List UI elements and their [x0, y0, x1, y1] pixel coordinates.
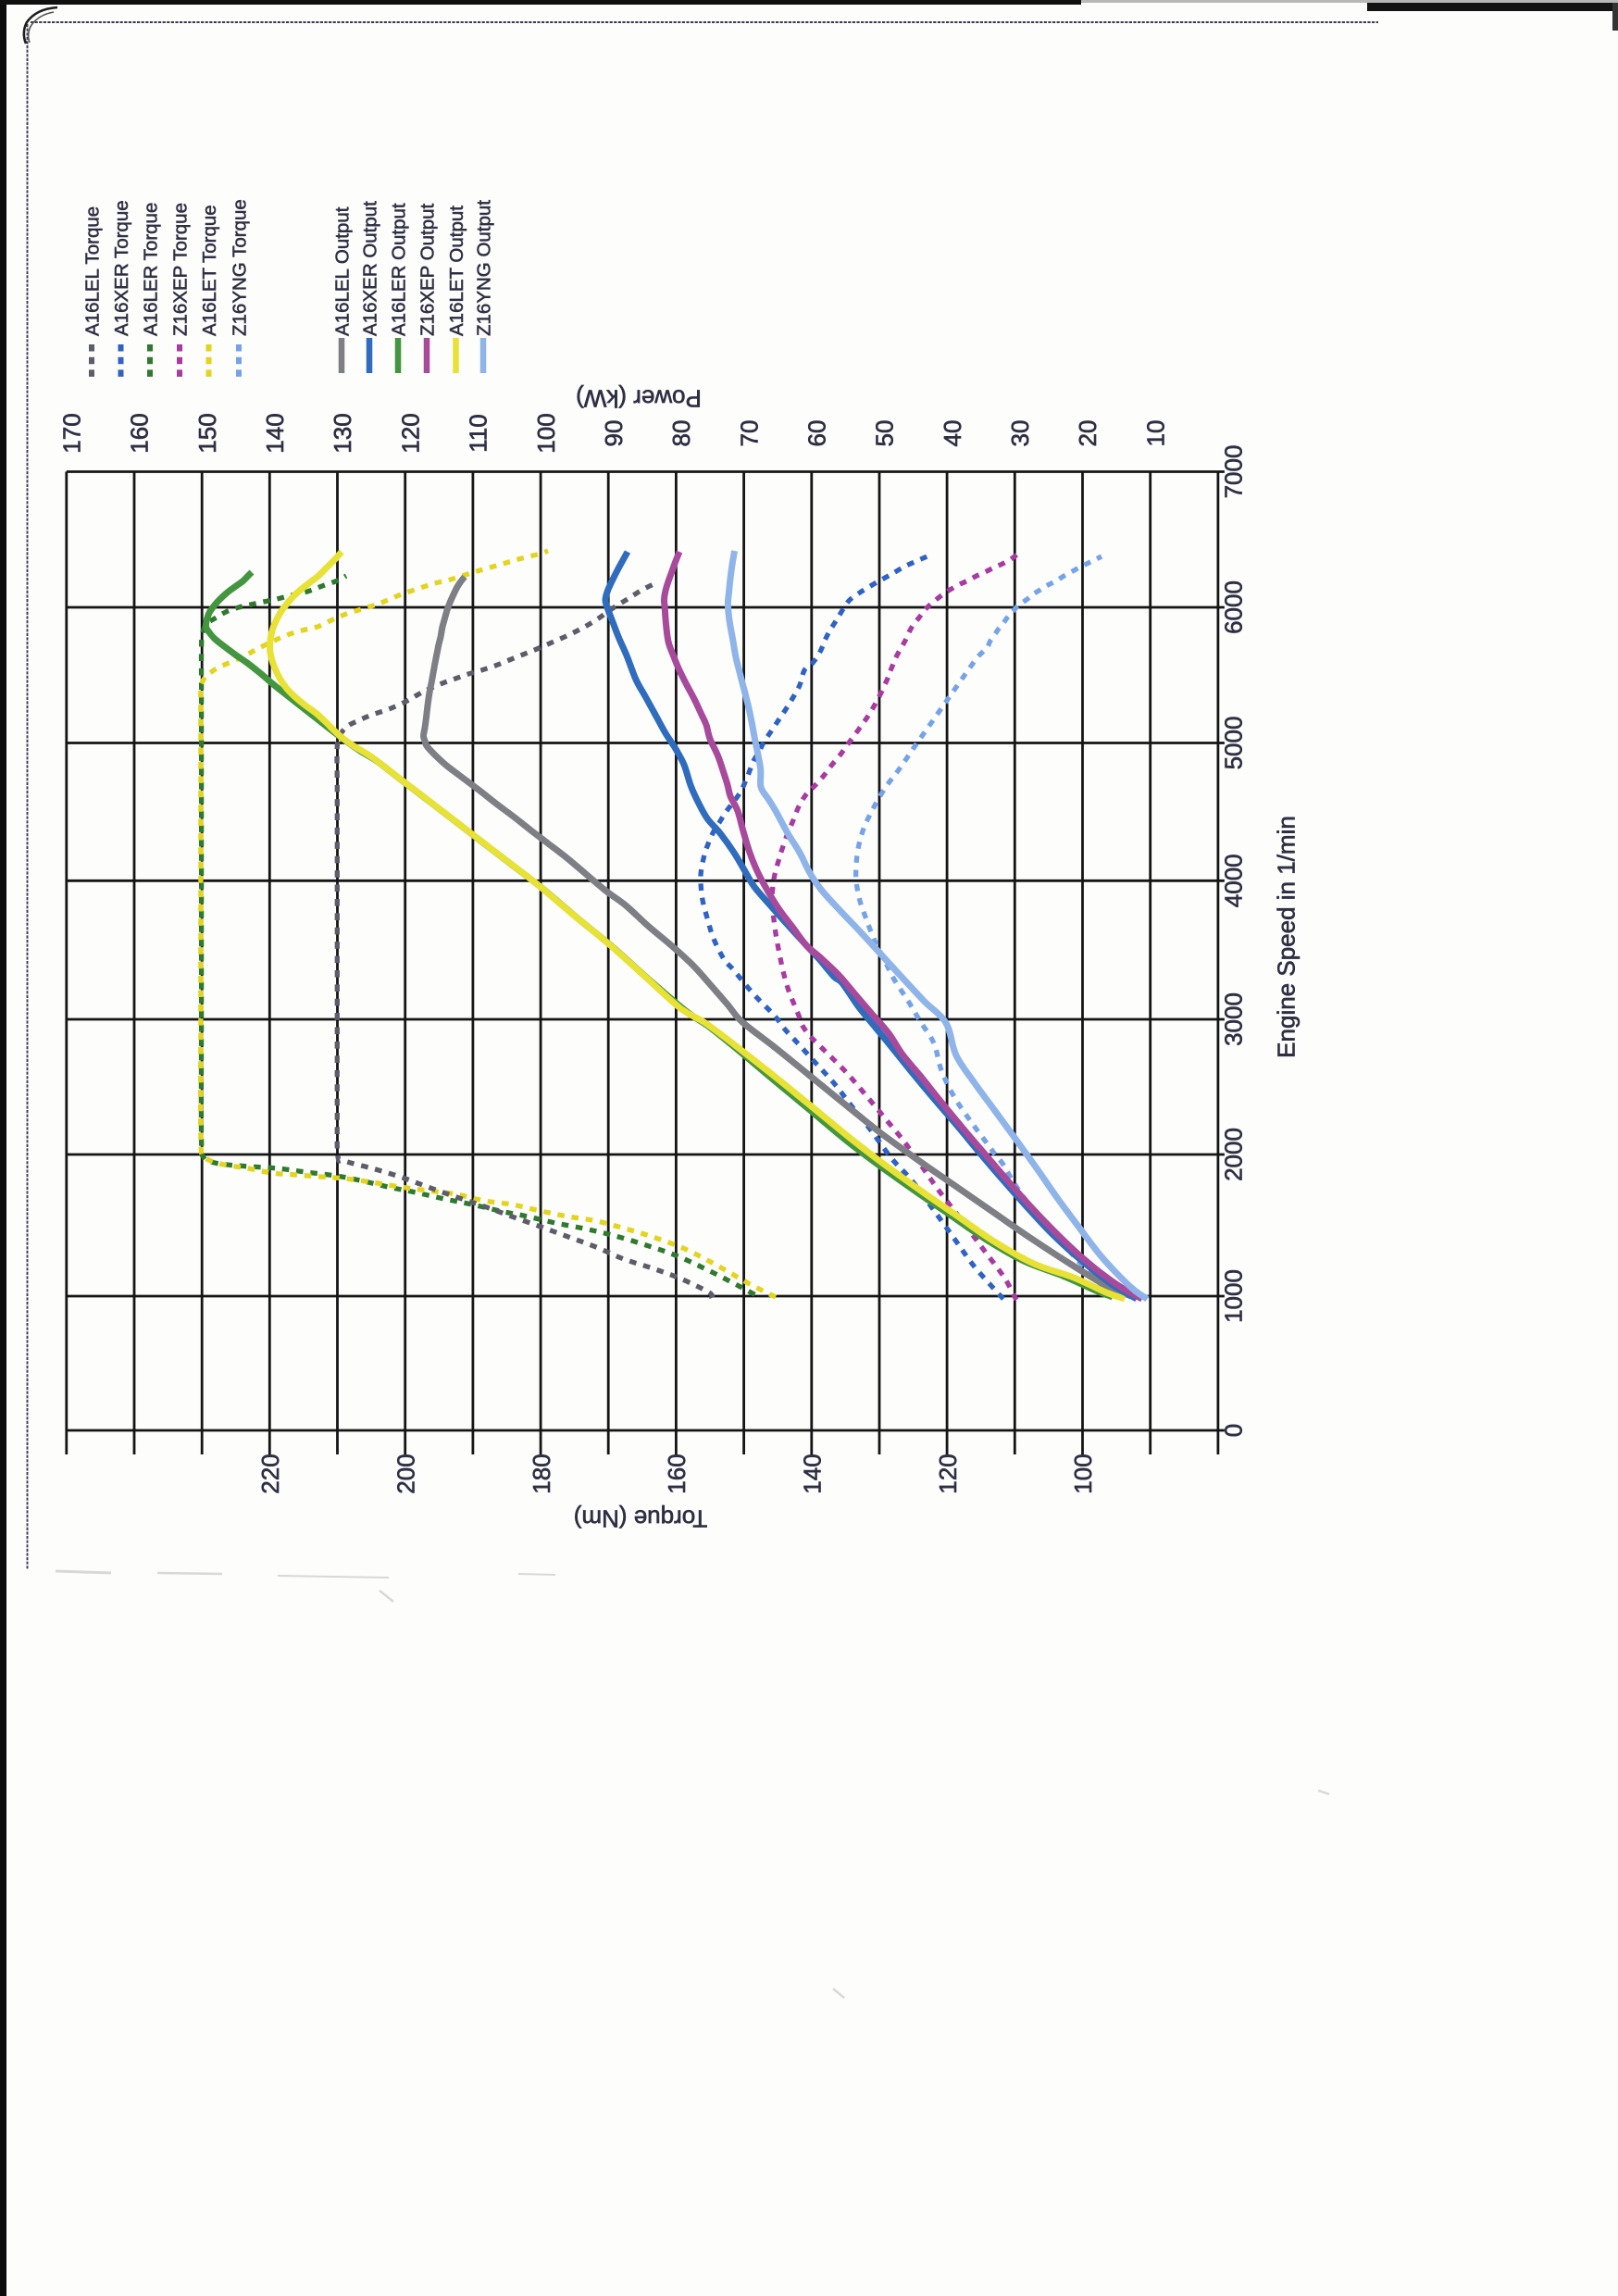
- svg-text:110: 110: [465, 414, 492, 452]
- svg-text:30: 30: [1006, 420, 1034, 447]
- svg-text:Power (kW): Power (kW): [576, 384, 702, 412]
- svg-text:Z16YNG Output: Z16YNG Output: [474, 200, 495, 336]
- svg-text:A16XER Torque: A16XER Torque: [111, 200, 132, 336]
- svg-text:Z16XEP Output: Z16XEP Output: [417, 203, 439, 336]
- svg-text:80: 80: [667, 420, 695, 447]
- svg-text:2000: 2000: [1220, 1128, 1248, 1181]
- svg-text:180: 180: [528, 1454, 555, 1493]
- svg-text:160: 160: [663, 1454, 691, 1493]
- svg-text:A16LER Torque: A16LER Torque: [141, 203, 162, 336]
- svg-text:5000: 5000: [1220, 717, 1248, 770]
- svg-text:A16LEL Output: A16LEL Output: [332, 206, 354, 336]
- svg-text:100: 100: [1069, 1454, 1097, 1493]
- svg-text:160: 160: [126, 413, 154, 453]
- svg-text:120: 120: [934, 1454, 962, 1493]
- svg-text:50: 50: [871, 420, 899, 447]
- svg-text:200: 200: [392, 1454, 419, 1493]
- svg-text:4000: 4000: [1220, 854, 1248, 907]
- svg-text:150: 150: [193, 413, 221, 453]
- svg-text:130: 130: [329, 413, 356, 453]
- svg-text:A16LER Output: A16LER Output: [389, 203, 410, 336]
- svg-text:140: 140: [261, 413, 289, 453]
- svg-text:140: 140: [799, 1454, 827, 1493]
- svg-text:Torque (Nm): Torque (Nm): [574, 1504, 707, 1532]
- svg-text:6000: 6000: [1220, 580, 1248, 634]
- svg-text:A16XER Output: A16XER Output: [360, 201, 381, 336]
- svg-text:90: 90: [600, 420, 628, 447]
- svg-text:170: 170: [58, 413, 86, 453]
- svg-text:A16LET Output: A16LET Output: [446, 206, 467, 336]
- svg-text:20: 20: [1074, 420, 1101, 447]
- svg-text:40: 40: [939, 420, 966, 447]
- svg-text:A16LET Torque: A16LET Torque: [199, 205, 220, 336]
- svg-text:70: 70: [735, 420, 763, 447]
- svg-text:120: 120: [396, 413, 424, 453]
- svg-text:Z16XEP Torque: Z16XEP Torque: [170, 203, 192, 336]
- svg-text:A16LEL Torque: A16LEL Torque: [82, 206, 104, 336]
- svg-text:3000: 3000: [1220, 992, 1248, 1046]
- svg-text:Engine Speed in 1/min: Engine Speed in 1/min: [1273, 816, 1301, 1058]
- svg-text:220: 220: [256, 1454, 284, 1493]
- svg-text:0: 0: [1220, 1424, 1248, 1437]
- svg-text:10: 10: [1141, 420, 1169, 447]
- svg-text:Z16YNG Torque: Z16YNG Torque: [230, 199, 251, 336]
- svg-text:1000: 1000: [1220, 1269, 1248, 1323]
- svg-text:60: 60: [803, 420, 831, 447]
- svg-text:7000: 7000: [1220, 445, 1248, 499]
- svg-text:100: 100: [532, 413, 560, 453]
